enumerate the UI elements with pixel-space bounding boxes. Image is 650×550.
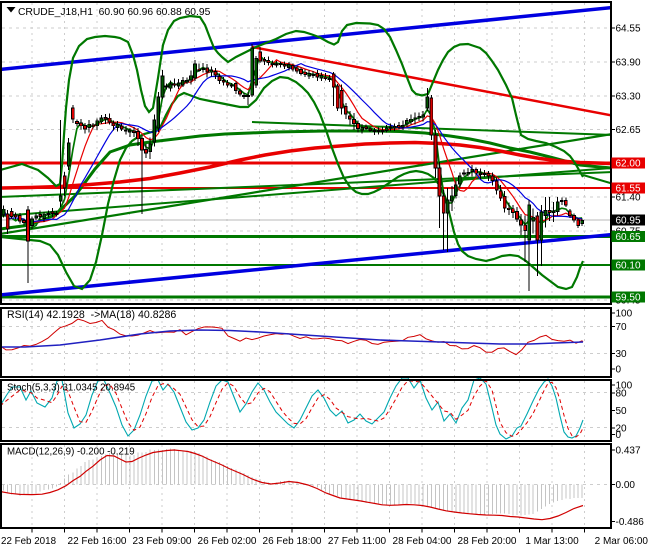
- svg-text:0.00: 0.00: [616, 480, 636, 491]
- svg-text:30: 30: [616, 349, 628, 360]
- svg-text:1 Mar 13:00: 1 Mar 13:00: [525, 536, 579, 547]
- svg-text:61.40: 61.40: [616, 193, 641, 204]
- svg-text:50: 50: [616, 406, 628, 417]
- svg-text:MACD(12,26,9) -0.200 -0.219: MACD(12,26,9) -0.200 -0.219: [7, 447, 135, 458]
- svg-text:28 Feb 20:00: 28 Feb 20:00: [458, 536, 517, 547]
- svg-text:27 Feb 11:00: 27 Feb 11:00: [328, 536, 387, 547]
- svg-text:20: 20: [616, 424, 628, 435]
- svg-text:28 Feb 04:00: 28 Feb 04:00: [393, 536, 452, 547]
- svg-text:Stoch(5,3,3) 31.0345 20.8945: Stoch(5,3,3) 31.0345 20.8945: [7, 383, 135, 394]
- svg-text:22 Feb 16:00: 22 Feb 16:00: [68, 536, 127, 547]
- svg-text:0.437: 0.437: [616, 446, 641, 457]
- svg-text:RSI(14) 42.1928 ->MA(18) 40.8: RSI(14) 42.1928 ->MA(18) 40.8286: [7, 309, 176, 321]
- svg-text:0: 0: [616, 430, 622, 441]
- svg-text:63.90: 63.90: [616, 58, 641, 69]
- svg-text:100: 100: [616, 309, 633, 320]
- svg-text:100: 100: [616, 381, 633, 392]
- svg-text:23 Feb 09:00: 23 Feb 09:00: [133, 536, 192, 547]
- svg-text:80: 80: [616, 389, 628, 400]
- svg-text:26 Feb 18:00: 26 Feb 18:00: [263, 536, 322, 547]
- svg-text:63.30: 63.30: [616, 92, 641, 103]
- svg-text:64.55: 64.55: [616, 24, 641, 35]
- svg-text:70: 70: [616, 322, 628, 333]
- svg-text:61.55: 61.55: [616, 184, 641, 195]
- svg-text:59.50: 59.50: [616, 293, 641, 304]
- svg-text:62.00: 62.00: [616, 159, 641, 170]
- svg-text:60.95: 60.95: [616, 216, 641, 227]
- svg-text:2 Mar 06:00: 2 Mar 06:00: [595, 536, 649, 547]
- svg-text:60.10: 60.10: [616, 261, 641, 272]
- svg-text:0: 0: [616, 365, 622, 376]
- svg-text:-0.486: -0.486: [616, 517, 645, 528]
- svg-text:62.65: 62.65: [616, 125, 641, 136]
- svg-text:26 Feb 02:00: 26 Feb 02:00: [198, 536, 257, 547]
- svg-text:CRUDE_J18,H1 60.90 60.96 60.8: CRUDE_J18,H1 60.90 60.96 60.88 60.95: [18, 7, 211, 18]
- svg-text:22 Feb 2018: 22 Feb 2018: [1, 536, 57, 547]
- svg-text:60.65: 60.65: [616, 232, 641, 243]
